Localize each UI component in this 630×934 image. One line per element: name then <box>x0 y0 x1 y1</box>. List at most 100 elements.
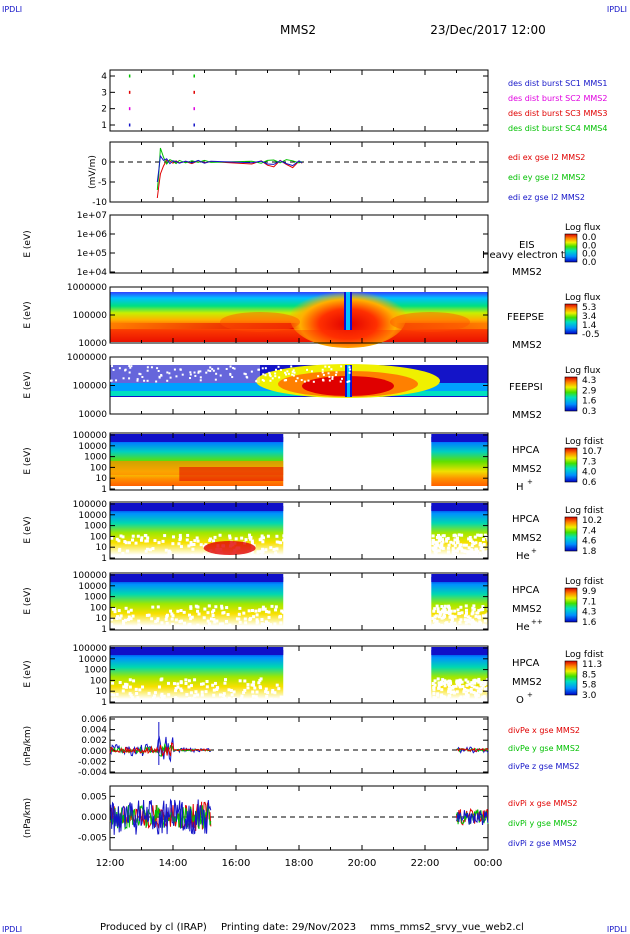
speckle <box>458 546 462 550</box>
speckle <box>249 629 253 633</box>
speckle <box>306 368 309 371</box>
speckle <box>130 365 133 368</box>
y-tick-label: 2 <box>101 105 107 115</box>
speckle <box>457 702 461 706</box>
speckle <box>463 614 467 618</box>
burst-marker <box>128 90 131 94</box>
speckle <box>191 554 195 558</box>
speckle <box>268 553 272 557</box>
speckle <box>176 624 180 628</box>
speckle <box>446 629 450 633</box>
speckle <box>261 540 265 544</box>
speckle <box>254 626 258 630</box>
speckle <box>223 681 227 685</box>
speckle <box>480 686 484 690</box>
speckle <box>479 682 483 686</box>
speckle <box>476 693 480 697</box>
speckle <box>223 678 227 682</box>
speckle <box>260 622 264 626</box>
speckle <box>238 606 242 610</box>
speckle <box>136 696 140 700</box>
speckle <box>243 617 247 621</box>
speckle <box>469 690 473 694</box>
ylabel: (nPa/km) <box>23 726 33 766</box>
y-tick-label: 1 <box>101 625 107 635</box>
speckle <box>487 694 491 698</box>
speckle <box>127 541 131 545</box>
colorbar-tick-label: 3.0 <box>582 691 597 701</box>
speckle <box>482 695 486 699</box>
y-tick-label: 3 <box>101 88 107 98</box>
speckle <box>214 605 218 609</box>
speckle <box>160 677 164 681</box>
speckle <box>192 542 196 546</box>
speckle <box>460 533 464 537</box>
speckle <box>348 380 351 383</box>
speckle <box>476 533 480 537</box>
speckle <box>128 692 132 696</box>
speckle <box>195 555 199 559</box>
speckle <box>476 624 480 628</box>
speckle <box>434 624 438 628</box>
speckle <box>211 613 215 617</box>
speckle <box>440 605 444 609</box>
speckle <box>241 625 245 629</box>
speckle <box>468 682 472 686</box>
speckle <box>110 536 114 540</box>
speckle <box>278 700 282 704</box>
speckle <box>196 702 200 706</box>
burst-marker <box>128 123 131 127</box>
speckle <box>226 613 230 617</box>
speckle <box>472 620 476 624</box>
speckle <box>459 696 463 700</box>
speckle <box>111 681 115 685</box>
speckle <box>487 547 491 551</box>
speckle <box>467 546 471 550</box>
speckle <box>205 685 209 689</box>
speckle <box>455 538 459 542</box>
speckle <box>466 550 470 554</box>
y-tick-label: -0.005 <box>78 834 107 844</box>
time-tick-label: 16:00 <box>222 858 251 869</box>
speckle <box>243 679 247 683</box>
speckle <box>220 622 224 626</box>
spectrogram-top <box>431 434 488 442</box>
speckle <box>229 372 232 375</box>
y-tick-label: 100000 <box>73 431 108 441</box>
speckle <box>482 625 486 629</box>
speckle <box>470 681 474 685</box>
speckle <box>179 556 183 560</box>
speckle <box>321 368 324 371</box>
speckle <box>477 555 481 559</box>
speckle <box>193 539 197 543</box>
speckle <box>216 558 220 562</box>
speckle <box>476 549 480 553</box>
speckle <box>447 682 451 686</box>
speckle <box>113 697 117 701</box>
instrument-sc: MMS2 <box>512 464 542 475</box>
speckle <box>472 604 476 608</box>
speckle <box>464 625 468 629</box>
speckle <box>447 690 451 694</box>
speckle <box>464 691 468 695</box>
speckle <box>280 609 284 613</box>
speckle <box>437 615 441 619</box>
speckle <box>184 682 188 686</box>
speckle <box>456 536 460 540</box>
speckle <box>261 367 264 370</box>
y-tick-label: 100 <box>90 676 107 686</box>
speckle <box>442 682 446 686</box>
y-tick-label: 100000 <box>73 311 108 321</box>
speckle <box>234 537 238 541</box>
speckle <box>156 697 160 701</box>
colorbar-tick-label: 5.8 <box>582 681 597 691</box>
speckle <box>459 618 463 622</box>
speckle <box>281 610 285 614</box>
speckle <box>169 376 172 379</box>
speckle <box>141 685 145 689</box>
speckle <box>132 679 136 683</box>
speckle <box>463 695 467 699</box>
speckle <box>232 558 236 562</box>
